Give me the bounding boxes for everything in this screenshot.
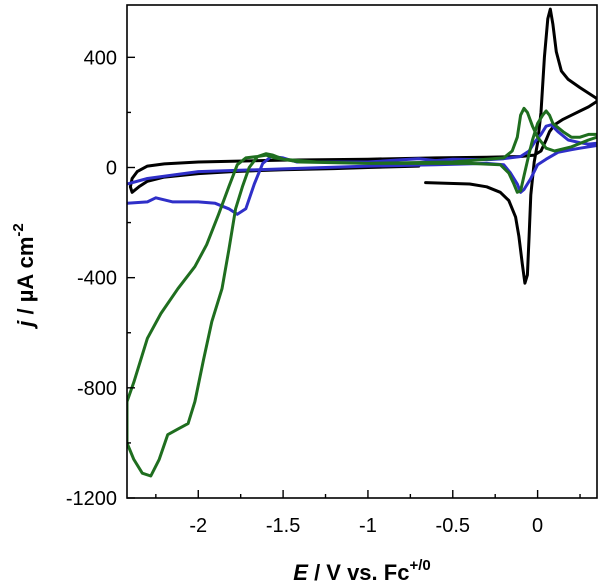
x-tick-label: -1 [359, 515, 377, 537]
x-axis: -2 -1.5 -1 -0.5 0 [155, 490, 581, 537]
x-axis-title-superscript: +/0 [409, 557, 430, 574]
y-axis: 400 0 -400 -800 -1200 [66, 47, 135, 510]
y-axis-title-superscript: -2 [10, 223, 27, 236]
y-tick-label: -800 [77, 378, 117, 400]
y-tick-label: 0 [106, 157, 117, 179]
plot-frame [126, 4, 598, 499]
x-axis-title-text: / V vs. Fc [308, 560, 410, 585]
x-axis-title-symbol: E [293, 560, 309, 585]
series-line-1 [128, 7, 597, 285]
x-tick-label: -2 [189, 515, 207, 537]
y-axis-title: j / µA cm-2 [10, 223, 38, 329]
x-axis-title: E / V vs. Fc+/0 [293, 557, 430, 585]
series-line-2 [127, 123, 597, 216]
x-tick-label: -0.5 [436, 515, 470, 537]
y-tick-label: -1200 [66, 488, 117, 510]
y-axis-title-symbol: j [13, 320, 38, 330]
series-layer [127, 7, 597, 478]
x-tick-label: -1.5 [266, 515, 300, 537]
y-tick-label: -400 [77, 268, 117, 290]
y-tick-label: 400 [84, 47, 117, 69]
x-tick-label: 0 [532, 515, 543, 537]
y-axis-title-text: / µA cm [13, 237, 38, 321]
series-line-3 [127, 106, 597, 478]
